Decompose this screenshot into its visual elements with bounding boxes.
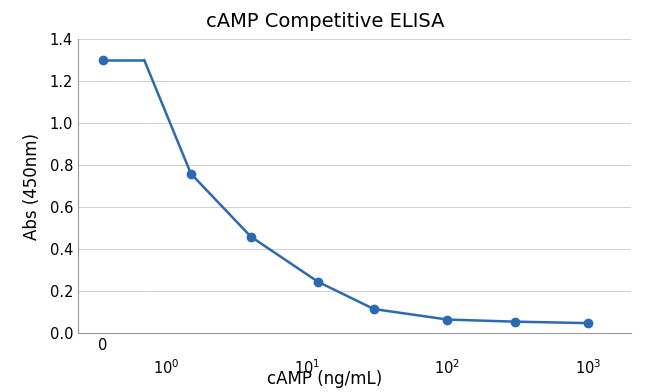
Text: $10^2$: $10^2$ xyxy=(434,358,461,377)
Text: cAMP Competitive ELISA: cAMP Competitive ELISA xyxy=(206,12,444,31)
Text: $10^1$: $10^1$ xyxy=(294,358,320,377)
Text: cAMP (ng/mL): cAMP (ng/mL) xyxy=(267,370,383,388)
Text: $10^0$: $10^0$ xyxy=(153,358,179,377)
Y-axis label: Abs (450nm): Abs (450nm) xyxy=(23,133,42,240)
Text: $10^3$: $10^3$ xyxy=(575,358,601,377)
